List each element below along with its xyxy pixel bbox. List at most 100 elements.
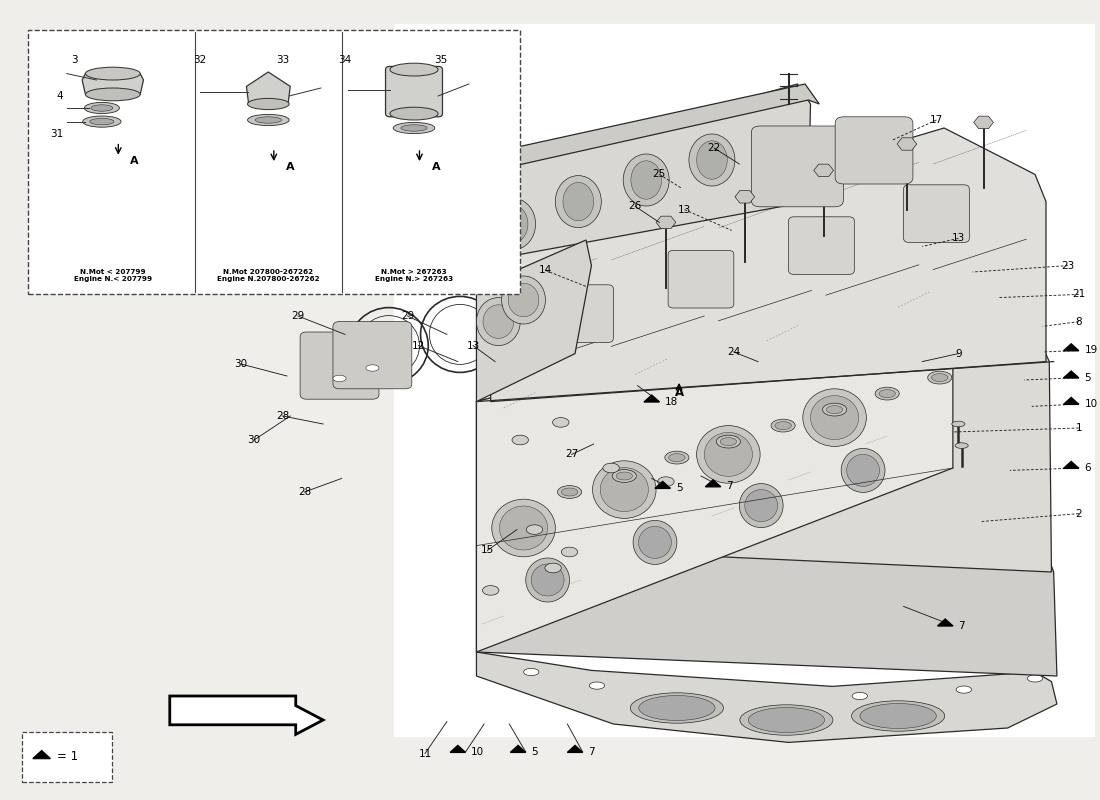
Ellipse shape (86, 88, 140, 101)
Ellipse shape (616, 472, 632, 480)
Ellipse shape (631, 161, 661, 199)
Ellipse shape (634, 520, 676, 565)
Text: 30: 30 (248, 435, 261, 445)
Ellipse shape (561, 547, 578, 557)
Polygon shape (896, 138, 916, 150)
FancyBboxPatch shape (789, 217, 855, 274)
FancyBboxPatch shape (835, 117, 913, 184)
Polygon shape (568, 746, 583, 752)
Ellipse shape (366, 365, 379, 371)
Text: 1: 1 (1076, 423, 1082, 433)
Polygon shape (82, 74, 143, 94)
Polygon shape (491, 128, 1046, 402)
Ellipse shape (85, 102, 120, 114)
Text: A: A (398, 166, 408, 178)
Text: 29: 29 (400, 311, 414, 321)
Ellipse shape (740, 705, 833, 735)
Text: N.Mot 207800-267262
Engine N.207800-267262: N.Mot 207800-267262 Engine N.207800-2672… (217, 270, 320, 282)
Ellipse shape (630, 693, 724, 723)
Ellipse shape (696, 141, 727, 179)
Text: 14: 14 (539, 266, 552, 275)
Text: N.Mot > 267263
Engine N.> 267263: N.Mot > 267263 Engine N.> 267263 (375, 270, 453, 282)
Polygon shape (476, 652, 1057, 742)
Ellipse shape (524, 669, 539, 675)
Text: 9: 9 (955, 349, 961, 358)
Ellipse shape (803, 389, 867, 446)
FancyBboxPatch shape (385, 66, 442, 117)
Ellipse shape (476, 298, 520, 346)
Ellipse shape (593, 461, 656, 518)
Polygon shape (1064, 344, 1079, 350)
Ellipse shape (811, 396, 859, 440)
Ellipse shape (704, 432, 752, 476)
Polygon shape (450, 746, 465, 752)
Ellipse shape (90, 118, 114, 125)
Text: 28: 28 (298, 487, 311, 497)
Ellipse shape (544, 563, 561, 573)
Ellipse shape (556, 175, 602, 227)
Ellipse shape (613, 470, 637, 482)
Polygon shape (814, 164, 834, 177)
Ellipse shape (86, 67, 140, 80)
Ellipse shape (669, 454, 685, 462)
Ellipse shape (601, 467, 648, 512)
Ellipse shape (552, 418, 569, 427)
Ellipse shape (512, 435, 528, 445)
Text: 21: 21 (1072, 290, 1086, 299)
Polygon shape (974, 116, 993, 129)
Polygon shape (644, 395, 659, 402)
Ellipse shape (842, 448, 886, 493)
Ellipse shape (852, 692, 868, 699)
Ellipse shape (748, 707, 825, 733)
Ellipse shape (927, 371, 952, 384)
Text: 6: 6 (1085, 463, 1091, 473)
Ellipse shape (716, 435, 740, 448)
Polygon shape (476, 84, 820, 174)
Ellipse shape (879, 390, 895, 398)
Text: 35: 35 (433, 55, 447, 65)
Polygon shape (476, 84, 811, 262)
Text: 29: 29 (292, 311, 305, 321)
Ellipse shape (526, 558, 570, 602)
Ellipse shape (720, 438, 737, 446)
Ellipse shape (248, 98, 289, 110)
Text: 5: 5 (675, 483, 682, 493)
Ellipse shape (563, 182, 594, 221)
Ellipse shape (658, 477, 674, 486)
Ellipse shape (771, 419, 795, 432)
Text: 2: 2 (1076, 509, 1082, 518)
FancyBboxPatch shape (548, 285, 614, 342)
Polygon shape (394, 24, 1100, 736)
Text: A: A (264, 166, 273, 178)
Text: 24: 24 (727, 347, 740, 357)
Ellipse shape (955, 443, 968, 448)
Text: 4: 4 (57, 91, 64, 101)
FancyBboxPatch shape (22, 732, 112, 782)
Text: 13: 13 (466, 341, 480, 350)
Text: 3: 3 (72, 55, 78, 65)
Text: 5: 5 (1085, 373, 1091, 382)
Ellipse shape (952, 421, 965, 427)
Text: A: A (431, 162, 440, 172)
Ellipse shape (483, 586, 499, 595)
Ellipse shape (956, 686, 971, 693)
Ellipse shape (638, 526, 671, 558)
Text: 32: 32 (192, 55, 206, 65)
Ellipse shape (689, 134, 735, 186)
Polygon shape (510, 746, 526, 752)
Text: A: A (130, 156, 139, 166)
FancyBboxPatch shape (300, 332, 379, 399)
Polygon shape (476, 278, 1052, 572)
Text: A: A (126, 173, 136, 186)
Ellipse shape (932, 374, 948, 382)
Text: 8: 8 (1076, 317, 1082, 326)
Ellipse shape (876, 387, 899, 400)
Polygon shape (246, 72, 290, 104)
FancyBboxPatch shape (333, 322, 411, 389)
Ellipse shape (389, 63, 438, 76)
Ellipse shape (847, 454, 880, 486)
Ellipse shape (531, 564, 564, 596)
Polygon shape (654, 482, 670, 488)
Ellipse shape (499, 506, 548, 550)
Polygon shape (1064, 398, 1079, 404)
